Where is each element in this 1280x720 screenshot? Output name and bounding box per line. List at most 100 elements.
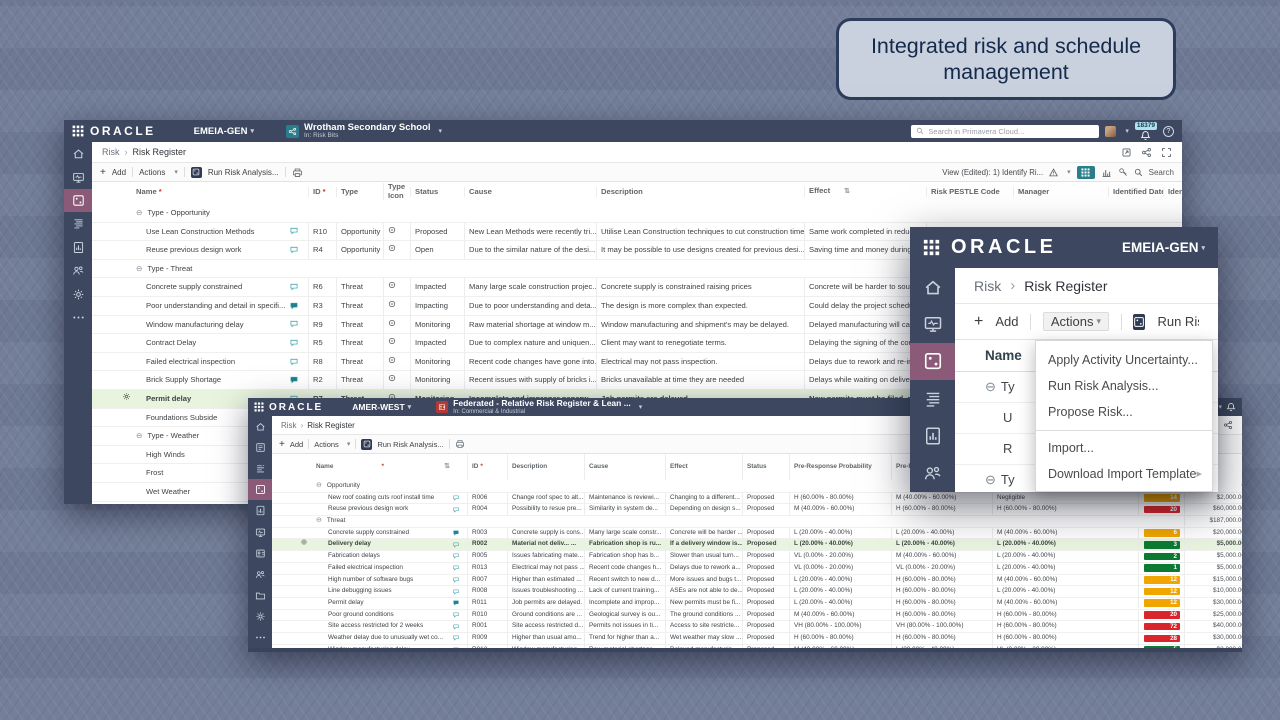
- share-icon[interactable]: [1141, 147, 1152, 158]
- comment-icon[interactable]: [453, 576, 462, 584]
- sidebar-item-home[interactable]: [248, 416, 272, 437]
- project-selector[interactable]: Federated - Relative Risk Register & Lea…: [436, 399, 642, 415]
- collapse-group-icon[interactable]: ⊖: [136, 431, 143, 441]
- sidebar-item-list[interactable]: [64, 212, 92, 235]
- sidebar-item-home[interactable]: [64, 142, 92, 165]
- comment-icon[interactable]: [290, 338, 301, 348]
- comment-icon[interactable]: [453, 494, 462, 502]
- app-grid-icon[interactable]: [923, 239, 940, 256]
- comment-icon[interactable]: [453, 611, 462, 619]
- sidebar-item-gear[interactable]: [248, 606, 272, 627]
- key-icon[interactable]: [1118, 167, 1128, 177]
- histogram-icon[interactable]: [1101, 167, 1112, 178]
- sidebar-item-dots[interactable]: [248, 627, 272, 648]
- sidebar-item-docchart[interactable]: [910, 417, 955, 454]
- comment-icon[interactable]: [453, 552, 462, 560]
- comment-icon[interactable]: [453, 588, 462, 596]
- global-search-input[interactable]: Search in Primavera Cloud...: [911, 124, 1100, 138]
- group-row[interactable]: ⊖ Threat $187,000.00: [272, 516, 1242, 528]
- menu-item-propose-risk[interactable]: Propose Risk...: [1036, 399, 1212, 425]
- fullscreen-icon[interactable]: [1161, 147, 1172, 158]
- sidebar-item-dice[interactable]: [910, 342, 955, 380]
- add-button[interactable]: Add: [111, 167, 127, 177]
- bell-icon[interactable]: [1226, 402, 1236, 412]
- sidebar-item-badge[interactable]: [248, 543, 272, 564]
- run-risk-analysis-button[interactable]: Run Risk Analysis: [1157, 314, 1199, 329]
- print-icon[interactable]: [455, 439, 465, 449]
- group-row[interactable]: ⊖ Ty: [955, 465, 1218, 492]
- table-row[interactable]: Failed electrical inspection R013 Electric…: [272, 562, 1242, 575]
- sidebar-item-home[interactable]: [910, 268, 955, 305]
- run-risk-analysis-button[interactable]: Run Risk Analysis...: [377, 439, 444, 449]
- share-icon[interactable]: [1223, 420, 1233, 430]
- comment-icon[interactable]: [453, 646, 462, 648]
- comment-icon[interactable]: [290, 319, 301, 329]
- actions-button[interactable]: Actions ▾: [1042, 312, 1110, 331]
- table-row[interactable]: Concrete supply constrained R003 Concrete …: [272, 527, 1242, 540]
- sidebar-item-monitor[interactable]: [64, 165, 92, 188]
- group-row[interactable]: ⊖ Type - Threat: [92, 259, 1182, 279]
- sidebar-item-docchart[interactable]: [248, 500, 272, 521]
- table-row[interactable]: Concrete supply constrained R6 Threat Impac…: [92, 278, 1182, 297]
- menu-item-import[interactable]: Import...: [1036, 435, 1212, 461]
- menu-item-run-risk-analysis[interactable]: Run Risk Analysis...: [1036, 373, 1212, 399]
- print-icon[interactable]: [292, 167, 303, 178]
- collapse-group-icon[interactable]: ⊖: [136, 208, 143, 217]
- sidebar-item-gear[interactable]: [64, 282, 92, 305]
- workspace-selector[interactable]: EMEIA-GEN ▾: [1121, 240, 1205, 255]
- app-grid-icon[interactable]: [72, 125, 84, 137]
- comment-icon[interactable]: [453, 529, 462, 537]
- run-risk-analysis-button[interactable]: Run Risk Analysis...: [207, 167, 279, 177]
- table-row[interactable]: Use Lean Construction Methods R10 Opportun…: [92, 222, 1182, 242]
- comment-icon[interactable]: [290, 301, 301, 311]
- table-search-label[interactable]: Search: [1148, 167, 1174, 177]
- sort-icon[interactable]: ⇅: [444, 463, 450, 470]
- table-row[interactable]: New roof coating cuts roof install time R…: [272, 492, 1242, 505]
- sidebar-item-monitor[interactable]: [248, 521, 272, 542]
- sidebar-item-people[interactable]: [248, 564, 272, 585]
- sidebar-item-monitor[interactable]: [910, 305, 955, 342]
- group-row[interactable]: ⊖ Type - Opportunity: [92, 204, 1182, 223]
- workspace-selector[interactable]: AMER-WEST ▾: [352, 402, 412, 412]
- comment-icon[interactable]: [290, 245, 301, 255]
- comment-icon[interactable]: [290, 357, 301, 367]
- help-button[interactable]: ?: [1163, 125, 1174, 137]
- sidebar-item-lines[interactable]: [248, 458, 272, 479]
- table-row[interactable]: Failed electrical inspection R8 Threat Moni…: [92, 352, 1182, 372]
- collapse-group-icon[interactable]: ⊖: [316, 517, 322, 525]
- sort-icon[interactable]: ⇅: [844, 188, 850, 195]
- table-row[interactable]: Poor understanding and detail in specifi…: [92, 296, 1182, 316]
- collapse-group-icon[interactable]: ⊖: [985, 472, 996, 487]
- collapse-group-icon[interactable]: ⊖: [985, 379, 996, 394]
- table-row[interactable]: Weather delay due to unusually wet co...…: [272, 632, 1242, 645]
- table-row[interactable]: Site access restricted for 2 weeks R001 Si…: [272, 621, 1242, 633]
- table-row[interactable]: Fabrication delays R005 Issues fabricating…: [272, 551, 1242, 563]
- project-selector[interactable]: Wrotham Secondary School In: Risk Bits ▾: [286, 122, 442, 140]
- table-row[interactable]: Window manufacturing delay R012Window man…: [272, 644, 1242, 648]
- table-row[interactable]: Window manufacturing delay R9 Threat Monito…: [92, 315, 1182, 335]
- table-row[interactable]: Permit delay R011 Job permits are delayed.…: [272, 597, 1242, 610]
- breadcrumb-section[interactable]: Risk: [974, 277, 1002, 294]
- comment-icon[interactable]: [290, 282, 301, 292]
- add-button[interactable]: Add: [289, 439, 304, 449]
- workspace-selector[interactable]: EMEIA-GEN ▾: [193, 125, 255, 137]
- sidebar-item-list[interactable]: [910, 380, 955, 417]
- table-row[interactable]: Poor ground conditions R010 Ground conditi…: [272, 609, 1242, 622]
- table-row[interactable]: Reuse previous design work R4 Opportunity O…: [92, 241, 1182, 260]
- table-row[interactable]: Brick Supply Shortage R2 Threat Monitoring R…: [92, 371, 1182, 390]
- notifications-button[interactable]: 18379: [1134, 121, 1157, 141]
- add-button[interactable]: Add: [995, 314, 1019, 329]
- sidebar-item-folder[interactable]: [248, 585, 272, 606]
- export-icon[interactable]: [1121, 147, 1132, 158]
- menu-item-download-import-template[interactable]: Download Import Template ▸: [1036, 461, 1212, 487]
- breadcrumb-section[interactable]: Risk: [102, 147, 120, 157]
- actions-button[interactable]: Actions: [314, 439, 339, 449]
- comment-icon[interactable]: [290, 226, 301, 236]
- actions-button[interactable]: Actions: [139, 167, 166, 177]
- breadcrumb-section[interactable]: Risk: [281, 420, 297, 430]
- menu-item-apply-activity-uncertainty[interactable]: Apply Activity Uncertainty...: [1036, 347, 1212, 373]
- grid-view-button[interactable]: [1076, 165, 1095, 179]
- table-row[interactable]: High number of software bugs R007 Higher t…: [272, 574, 1242, 587]
- comment-icon[interactable]: [453, 506, 462, 514]
- avatar[interactable]: [1105, 125, 1117, 137]
